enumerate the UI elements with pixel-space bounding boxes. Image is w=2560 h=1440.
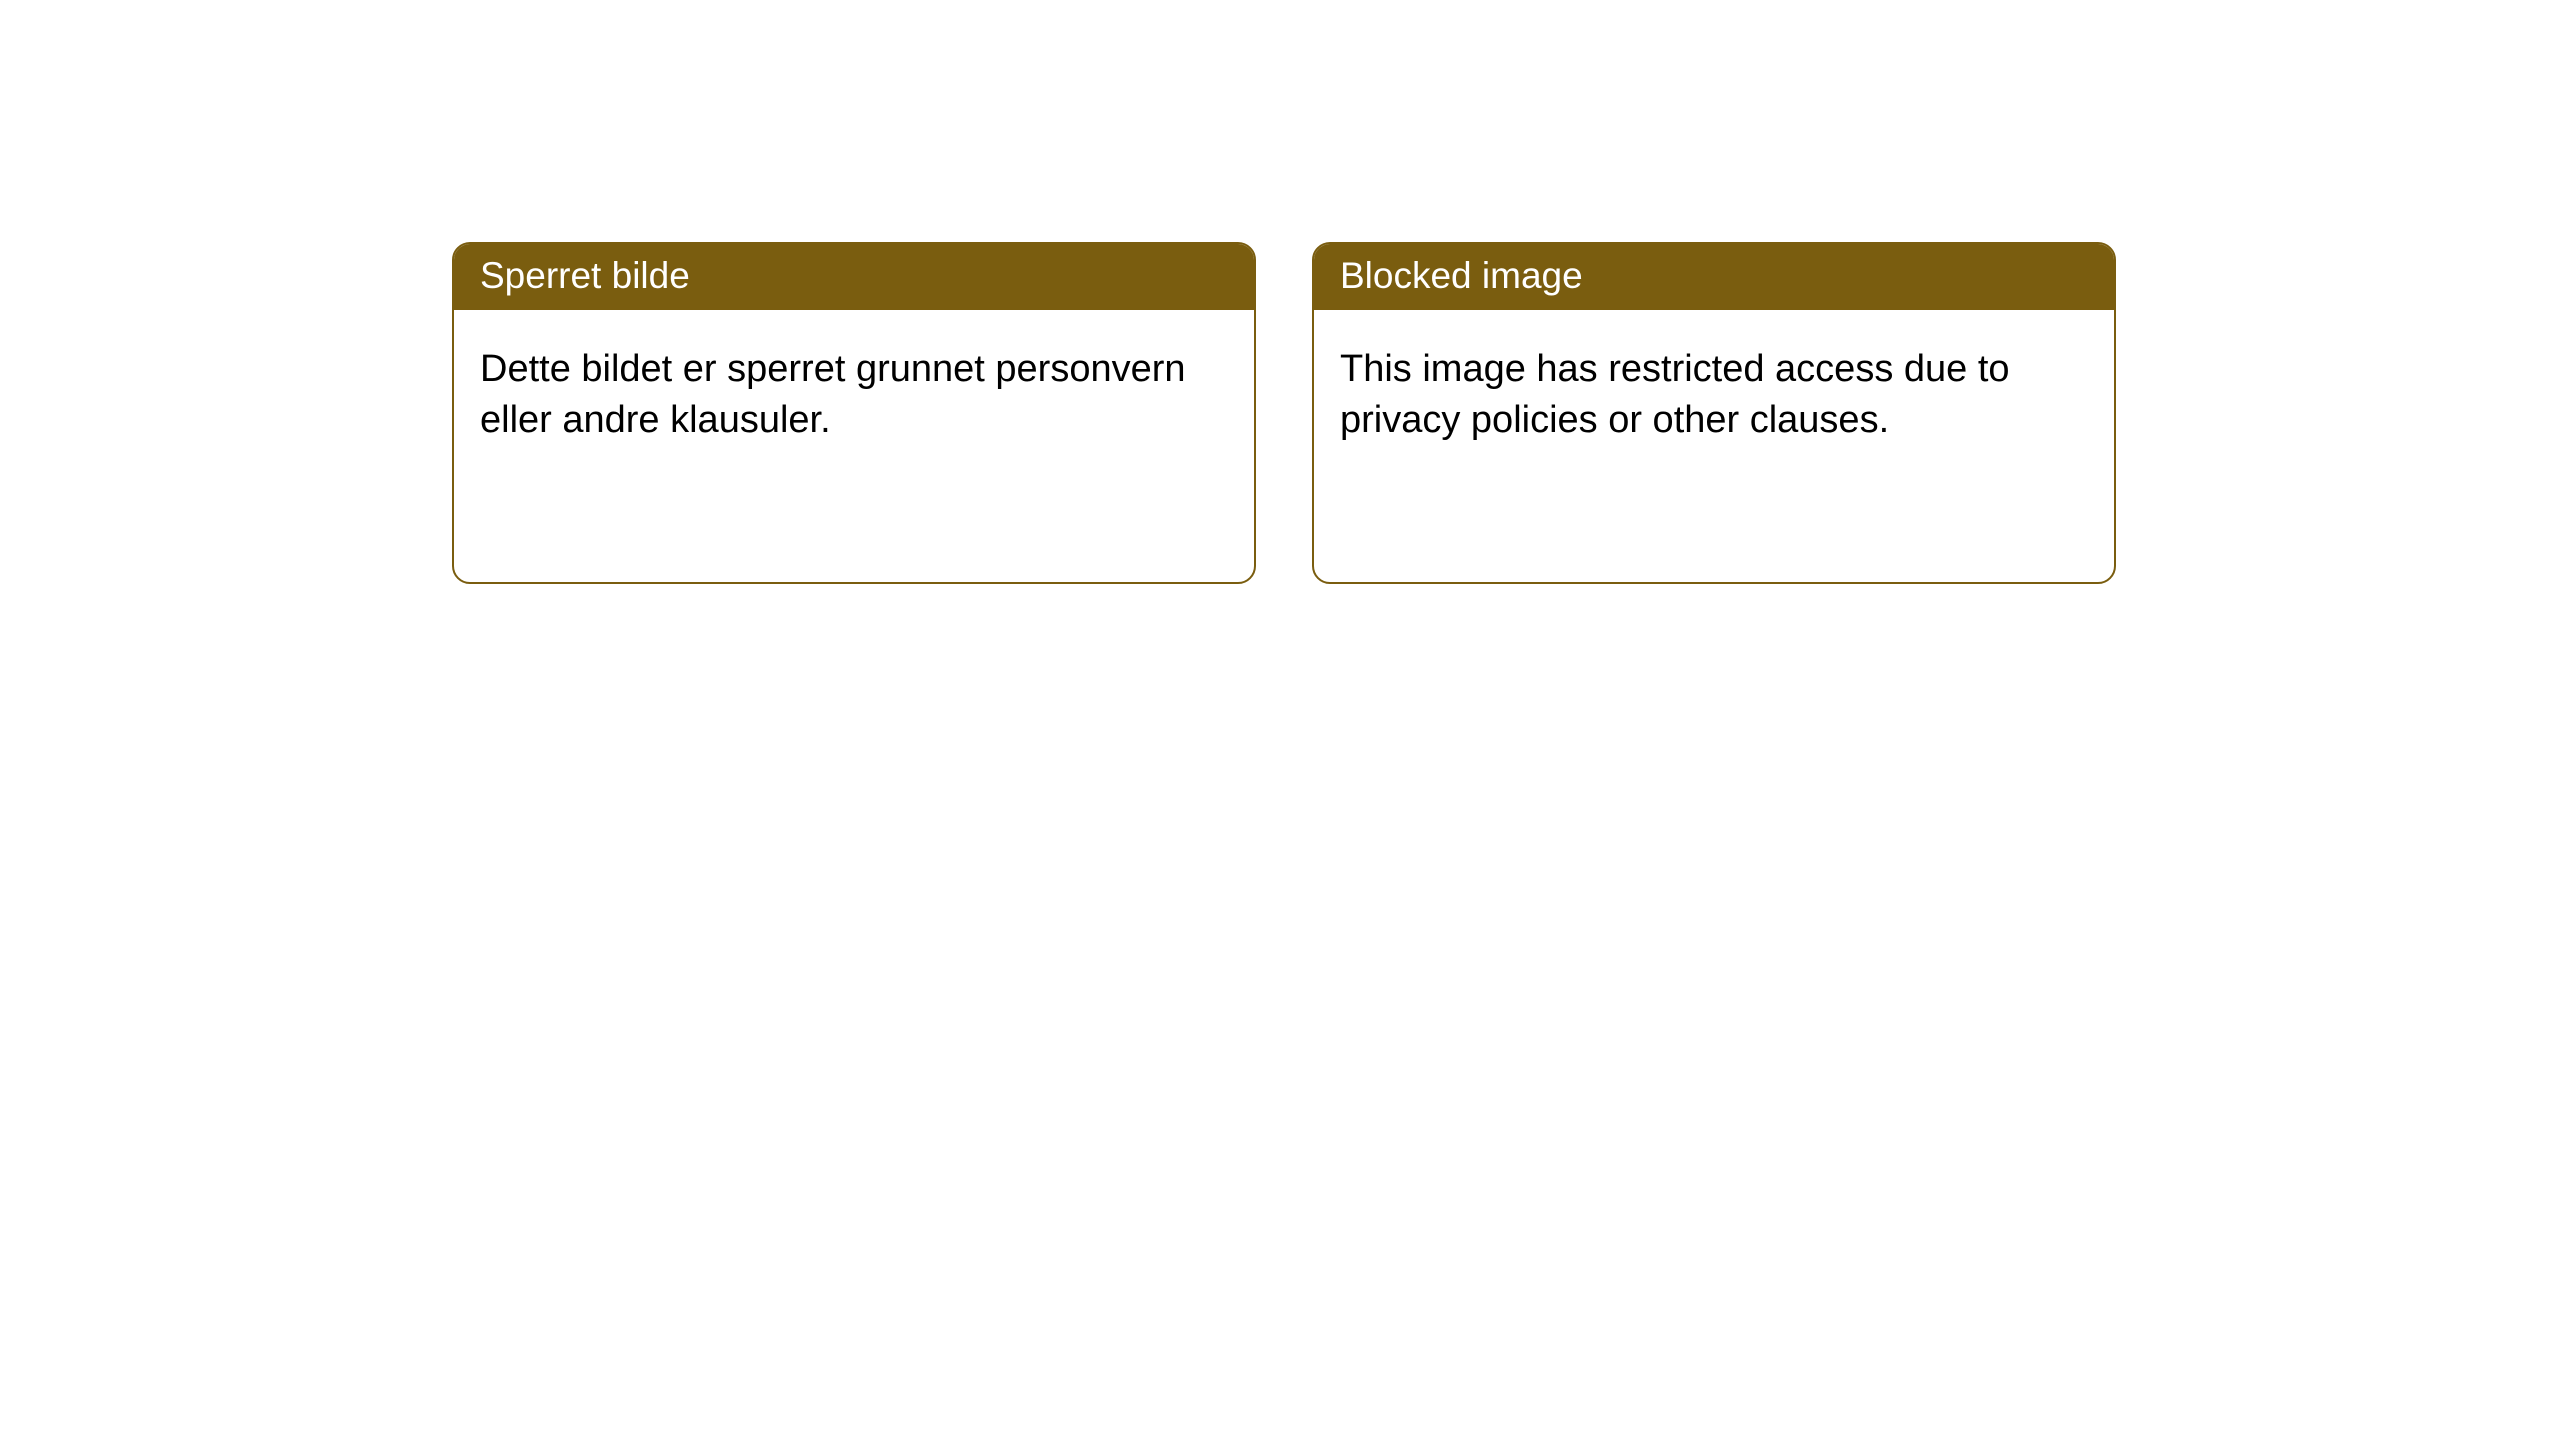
card-body: This image has restricted access due to … [1314,310,2114,582]
card-header: Blocked image [1314,244,2114,310]
card-header: Sperret bilde [454,244,1254,310]
blocked-image-card-en: Blocked image This image has restricted … [1312,242,2116,584]
card-body: Dette bildet er sperret grunnet personve… [454,310,1254,582]
cards-container: Sperret bilde Dette bildet er sperret gr… [0,0,2560,584]
blocked-image-card-no: Sperret bilde Dette bildet er sperret gr… [452,242,1256,584]
